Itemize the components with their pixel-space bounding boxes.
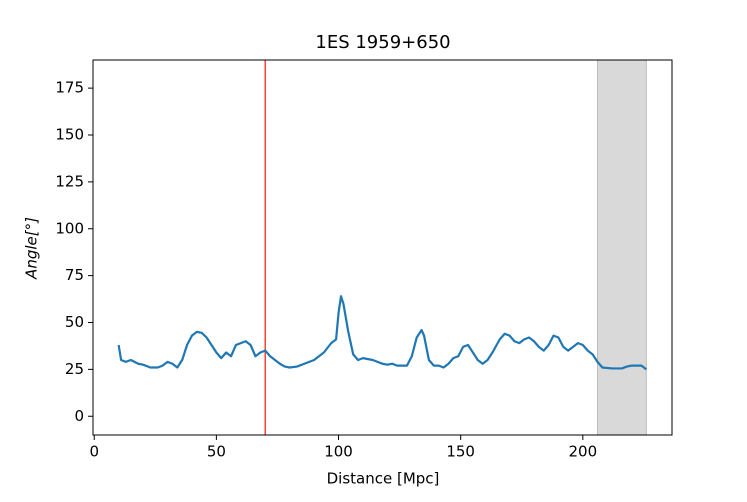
shaded-span <box>596 59 647 436</box>
y-tick-label: 50 <box>65 313 84 331</box>
y-tick-label: 0 <box>74 407 84 425</box>
x-tick-label: 50 <box>207 443 226 461</box>
x-tick-label: 100 <box>324 443 353 461</box>
plot-frame <box>92 59 673 436</box>
y-tick-label: 100 <box>55 219 84 237</box>
chart-title: 1ES 1959+650 <box>315 32 450 53</box>
x-axis-label: Distance [Mpc] <box>327 470 440 488</box>
y-tick-label: 150 <box>55 126 84 144</box>
y-axis-label: Angle[°] <box>23 217 41 280</box>
x-tick-label: 0 <box>89 443 99 461</box>
y-tick-label: 75 <box>65 266 84 284</box>
data-line <box>117 295 648 371</box>
y-tick-label: 125 <box>55 172 84 190</box>
y-tick-label: 25 <box>65 360 84 378</box>
x-tick-label: 150 <box>446 443 475 461</box>
y-tick-label: 175 <box>55 79 84 97</box>
x-tick-label: 200 <box>569 443 598 461</box>
